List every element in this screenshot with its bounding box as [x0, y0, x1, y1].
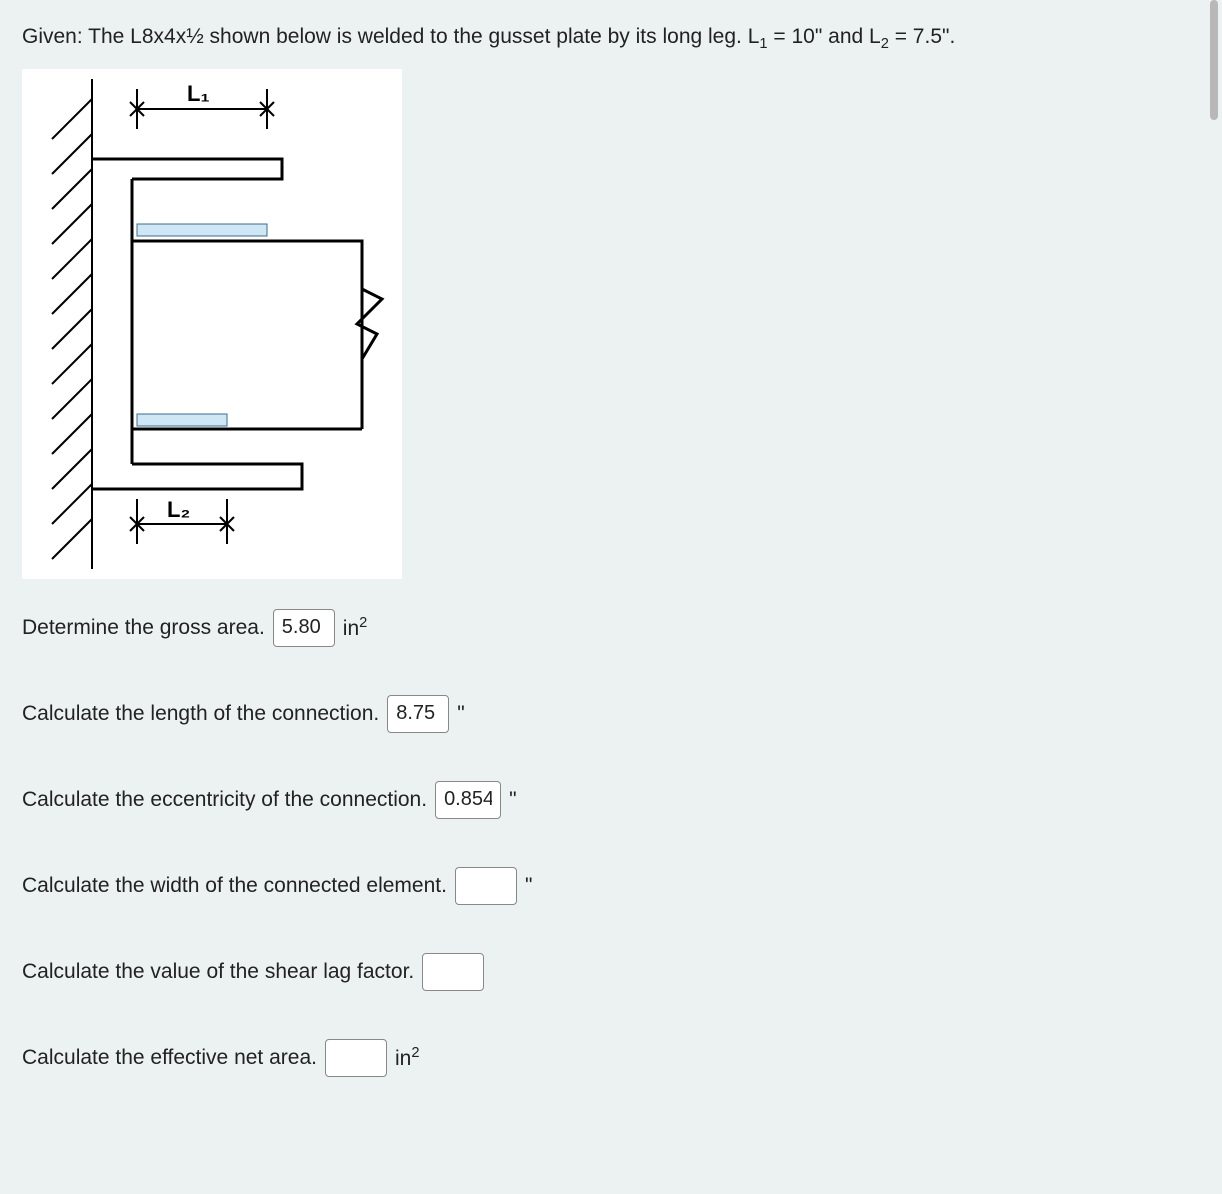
unit-label: in2 [395, 1045, 420, 1071]
question-effective-net-area: Calculate the effective net area. in2 [22, 1039, 1200, 1077]
question-eccentricity: Calculate the eccentricity of the connec… [22, 781, 1200, 819]
effective-net-area-input[interactable] [325, 1039, 387, 1077]
questions-list: Determine the gross area. in2 Calculate … [22, 609, 1200, 1077]
problem-page: Given: The L8x4x½ shown below is welded … [0, 0, 1222, 1194]
angle-outline [132, 241, 362, 429]
question-label: Calculate the length of the connection. [22, 702, 379, 726]
unit-label: in2 [343, 615, 368, 641]
scrollbar-thumb[interactable] [1210, 0, 1218, 120]
unit-label: " [457, 702, 464, 726]
question-label: Calculate the value of the shear lag fac… [22, 960, 414, 984]
dimension-l2-label: L₂ [167, 497, 190, 522]
diagram-container: L₁ L₂ [22, 69, 402, 579]
connected-width-input[interactable] [455, 867, 517, 905]
unit-label: " [525, 874, 532, 898]
question-shear-lag: Calculate the value of the shear lag fac… [22, 953, 1200, 991]
connection-length-input[interactable] [387, 695, 449, 733]
unit-label: " [509, 788, 516, 812]
weld-bottom [137, 414, 227, 426]
question-label: Determine the gross area. [22, 616, 265, 640]
problem-sub-1: 1 [759, 36, 767, 52]
question-gross-area: Determine the gross area. in2 [22, 609, 1200, 647]
scrollbar[interactable] [1208, 0, 1218, 1194]
gross-area-input[interactable] [273, 609, 335, 647]
weld-top [137, 224, 267, 236]
gusset-plate [92, 159, 302, 489]
dimension-l1-label: L₁ [187, 81, 210, 106]
problem-statement: Given: The L8x4x½ shown below is welded … [22, 20, 1200, 57]
eccentricity-input[interactable] [435, 781, 501, 819]
question-label: Calculate the width of the connected ele… [22, 874, 447, 898]
question-label: Calculate the effective net area. [22, 1046, 317, 1070]
connection-diagram: L₁ L₂ [22, 69, 402, 579]
question-connected-width: Calculate the width of the connected ele… [22, 867, 1200, 905]
problem-sub-2: 2 [881, 36, 889, 52]
support-hatching [52, 79, 92, 569]
problem-text-2: = 10" and L [768, 25, 881, 48]
angle-top-edge [132, 179, 362, 254]
shear-lag-input[interactable] [422, 953, 484, 991]
problem-text-1: Given: The L8x4x½ shown below is welded … [22, 25, 759, 48]
problem-text-3: = 7.5". [889, 25, 955, 48]
question-label: Calculate the eccentricity of the connec… [22, 788, 427, 812]
question-connection-length: Calculate the length of the connection. … [22, 695, 1200, 733]
